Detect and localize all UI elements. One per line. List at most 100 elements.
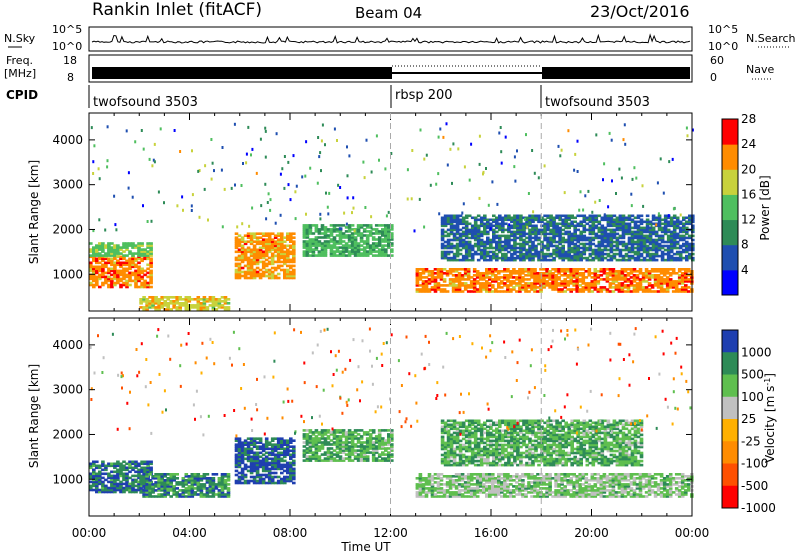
rti-cell (537, 214, 541, 218)
rti-cell (172, 306, 176, 309)
rti-scatter-cell (320, 169, 322, 173)
rti-cell (163, 296, 167, 299)
rti-cell (452, 226, 457, 230)
rti-cell (149, 460, 153, 464)
rti-cell (157, 477, 161, 480)
rti-cell (267, 477, 272, 481)
rti-cell (196, 481, 201, 484)
rti-cell (618, 226, 623, 230)
rti-cell (92, 476, 96, 480)
rti-cell (371, 228, 376, 231)
rti-cell (377, 242, 382, 245)
rti-cell (240, 248, 245, 252)
rti-cell (128, 265, 132, 269)
rti-cell (104, 252, 108, 255)
rti-cell (128, 484, 132, 488)
rti-cell (243, 252, 248, 256)
rti-cell (292, 449, 296, 453)
rti-cell (642, 236, 647, 240)
rti-cell (528, 258, 532, 262)
rti-cell (485, 274, 489, 277)
rti-cell (543, 252, 547, 256)
rti-cell (289, 477, 293, 481)
rti-cell (145, 473, 149, 476)
rti-cell (258, 250, 263, 254)
rti-cell (323, 453, 328, 456)
rti-cell (131, 486, 135, 490)
rti-cell (691, 252, 695, 256)
rti-cell (255, 240, 260, 243)
rti-cell (501, 240, 505, 244)
rti-cell (323, 457, 328, 460)
rti-cell (137, 484, 141, 488)
rti-cell (440, 252, 445, 256)
rti-cell (145, 304, 149, 307)
rti-cell (470, 226, 475, 230)
rti-cell (368, 232, 373, 235)
rti-cell (454, 288, 459, 291)
rti-cell (515, 290, 519, 293)
rti-cell (579, 230, 583, 234)
rti-cell (202, 304, 207, 307)
rti-cell (89, 265, 93, 269)
rti-cell (169, 300, 173, 303)
rti-scatter-cell (146, 220, 149, 223)
rti-cell (509, 290, 513, 293)
rti-cell (446, 214, 451, 218)
rti-cell (660, 230, 665, 234)
rti-cell (377, 224, 382, 227)
rti-cell (113, 248, 117, 251)
rti-cell (289, 473, 293, 477)
rti-cell (314, 453, 319, 456)
rti-cell (582, 234, 587, 238)
rti-cell (267, 232, 272, 235)
rti-cell (528, 220, 532, 224)
rti-cell (243, 473, 248, 477)
rti-cell (669, 222, 674, 226)
rti-cell (323, 459, 328, 462)
rti-cell (243, 250, 248, 254)
rti-cell (110, 263, 114, 267)
rti-cell (501, 220, 505, 224)
rti-cell (451, 268, 456, 271)
rti-cell (585, 228, 590, 232)
rti-cell (685, 246, 689, 250)
rti-cell (267, 276, 272, 280)
rti-cell (320, 441, 325, 444)
rti-cell (675, 246, 680, 250)
rti-cell (504, 228, 508, 232)
rti-cell (217, 304, 222, 307)
rti-cell (270, 240, 275, 243)
rti-cell (154, 483, 158, 486)
rti-cell (101, 462, 105, 466)
rti-scatter-cell (591, 210, 594, 214)
rti-cell (240, 236, 245, 239)
rti-cell (270, 451, 275, 455)
rti-cell (504, 214, 508, 218)
rti-cell (485, 284, 489, 287)
rti-cell (199, 491, 204, 494)
rti-cell (498, 218, 502, 222)
rti-cell (546, 220, 550, 224)
rti-cell (283, 244, 287, 248)
rti-cell (534, 250, 538, 254)
rti-cell (501, 246, 505, 250)
rti-cell (110, 242, 114, 245)
rti-cell (332, 459, 337, 462)
rti-cell (543, 236, 547, 240)
rti-cell (461, 220, 466, 224)
rti-cell (614, 276, 619, 279)
rti-cell (540, 258, 544, 262)
rti-cell (555, 216, 559, 220)
rti-cell (542, 276, 546, 279)
rti-cell (347, 254, 352, 257)
rti-cell (519, 224, 523, 228)
rti-scatter-cell (153, 142, 156, 146)
rti-cell (555, 222, 559, 226)
rti-cell (314, 244, 319, 247)
rti-scatter-cell (449, 147, 452, 151)
rti-cell (276, 461, 281, 465)
rti-cell (483, 216, 487, 220)
rti-cell (252, 465, 257, 469)
rti-cell (193, 491, 198, 494)
